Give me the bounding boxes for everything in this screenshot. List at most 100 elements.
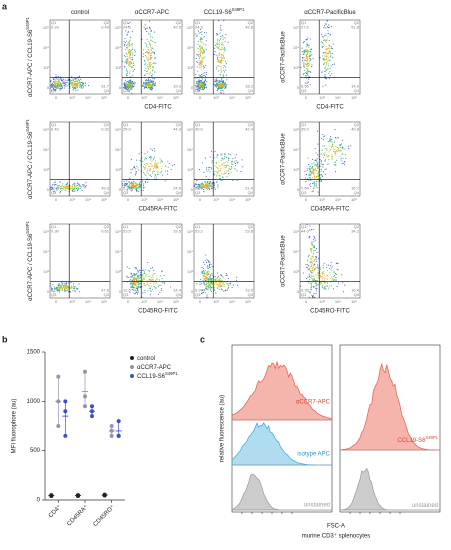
event-dot [145, 44, 148, 46]
y-axis-label: αCCR7-APC / CCL19-S6S49P1 [25, 16, 34, 96]
event-dot [309, 276, 311, 279]
event-dot [334, 161, 336, 164]
event-dot [133, 293, 135, 295]
event-dot [147, 53, 149, 55]
event-dot [211, 162, 213, 164]
quadrant-value: 50.0 [51, 186, 60, 191]
event-dot [73, 288, 75, 290]
event-dot [312, 171, 314, 173]
event-dot [314, 177, 316, 179]
event-dot [229, 283, 232, 285]
event-dot [138, 186, 140, 188]
event-dot [214, 188, 216, 190]
event-dot [221, 70, 223, 72]
quadrant-name: Q4 [104, 292, 110, 297]
event-dot [214, 165, 216, 167]
event-dot [134, 166, 136, 168]
event-dot [219, 286, 221, 288]
event-dot [146, 170, 149, 172]
event-dot [199, 54, 201, 56]
event-dot [220, 24, 222, 26]
event-dot [324, 173, 326, 175]
event-dot [149, 286, 151, 288]
event-dot [146, 70, 148, 73]
event-dot [308, 164, 310, 166]
event-dot [224, 153, 226, 155]
event-dot [217, 70, 219, 72]
event-dot [150, 160, 152, 162]
quadrant-name: Q4 [104, 190, 110, 195]
event-dot [148, 73, 150, 75]
event-dot [322, 156, 324, 159]
event-dot [149, 284, 151, 286]
event-dot [67, 187, 70, 189]
event-dot [204, 277, 206, 279]
event-dot [330, 46, 332, 48]
event-dot [142, 180, 144, 182]
event-dot [207, 270, 209, 272]
event-dot [310, 258, 312, 260]
event-dot [211, 182, 214, 184]
event-dot [306, 66, 308, 68]
legend-label-base: CCL19-S6 [137, 374, 166, 380]
event-dot [327, 154, 329, 157]
event-dot [219, 280, 221, 282]
x-tick-label: 10⁴ [85, 299, 91, 304]
event-dot [213, 183, 215, 185]
event-dot [330, 153, 332, 155]
event-dot [73, 86, 75, 88]
quadrant-value: 44.3 [173, 127, 182, 132]
event-dot [133, 86, 135, 88]
event-dot [55, 74, 57, 76]
event-dot [149, 20, 151, 22]
event-dot [58, 87, 60, 89]
event-dot [128, 80, 130, 82]
event-dot [223, 285, 225, 288]
event-dot [200, 50, 202, 52]
event-dot [313, 175, 315, 177]
event-dot [216, 46, 218, 48]
event-dot [80, 85, 82, 87]
event-dot [222, 75, 224, 77]
event-dot [324, 158, 326, 160]
event-dot [209, 266, 211, 268]
event-dot [138, 269, 140, 271]
point [116, 433, 121, 438]
event-dot [202, 292, 205, 294]
event-dot [130, 76, 132, 78]
event-dot [199, 45, 201, 47]
event-dot [326, 274, 328, 276]
event-dot [199, 75, 201, 77]
event-dot [328, 50, 330, 52]
event-dot [336, 146, 338, 149]
event-dot [203, 282, 205, 284]
event-dot [216, 33, 218, 35]
quadrant-value: 37.6 [51, 84, 60, 89]
event-dot [66, 182, 69, 184]
event-dot [54, 181, 57, 183]
event-dot [201, 184, 203, 186]
quadrant-name: Q1 [123, 224, 129, 229]
event-dot [313, 249, 315, 252]
event-dot [148, 165, 150, 167]
event-dot [217, 58, 219, 60]
event-dot [305, 263, 307, 266]
event-dot [60, 85, 62, 87]
event-dot [127, 44, 129, 46]
event-dot [151, 87, 154, 89]
y-tick-label: 10³ [43, 65, 49, 70]
event-dot [213, 284, 215, 286]
event-dot [339, 145, 341, 147]
quadrant-name: Q3 [51, 292, 57, 297]
event-dot [219, 69, 221, 71]
event-dot [214, 282, 216, 284]
event-dot [204, 80, 206, 82]
event-dot [231, 167, 233, 169]
event-dot [197, 55, 199, 57]
event-dot [85, 182, 87, 184]
event-dot [224, 86, 226, 88]
x-tick-label: 10⁴ [335, 95, 341, 100]
event-dot [59, 284, 61, 286]
event-dot [216, 172, 219, 174]
event-dot [325, 64, 327, 66]
